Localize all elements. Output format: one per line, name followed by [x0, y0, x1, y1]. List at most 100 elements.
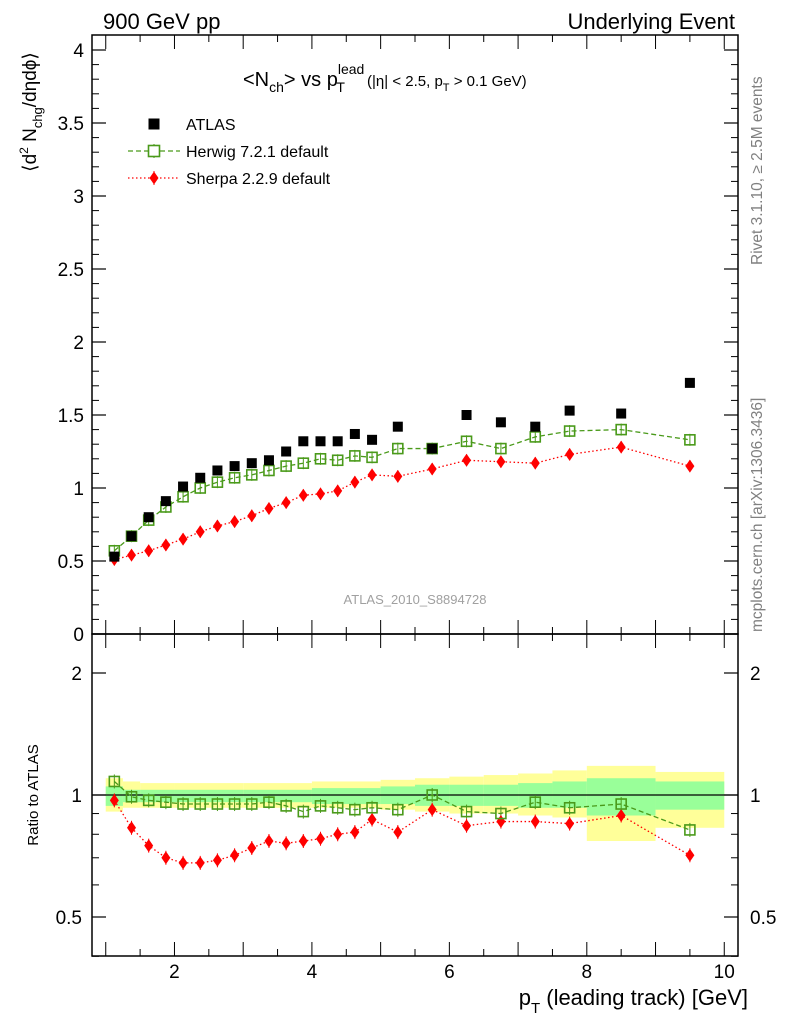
sherpa-ratio-point	[247, 841, 257, 855]
herwig-point	[615, 423, 627, 436]
atlas-point	[281, 446, 292, 457]
atlas-point	[392, 421, 403, 432]
herwig-point	[280, 460, 292, 472]
sherpa-ratio-point	[530, 815, 540, 829]
atlas-point	[530, 421, 541, 432]
herwig-ratio-point	[331, 801, 344, 814]
band-inner	[174, 789, 244, 803]
sherpa-point	[247, 509, 257, 523]
herwig-point	[263, 464, 275, 477]
sherpa-ratio-point	[127, 821, 137, 835]
herwig-ratio-point	[314, 800, 327, 812]
sherpa-point	[367, 468, 377, 482]
y-axis-title: ⟨d2 Nchg/dηdϕ⟩	[17, 52, 45, 172]
sherpa-point	[195, 525, 205, 539]
sherpa-ratio-point	[316, 832, 326, 846]
sherpa-ratio-point	[393, 825, 403, 839]
sherpa-point	[127, 548, 137, 562]
sherpa-ratio-point	[144, 839, 154, 853]
sherpa-point	[393, 469, 403, 483]
sherpa-point	[685, 459, 695, 473]
herwig-ratio-point	[529, 796, 542, 808]
herwig-ratio-point	[615, 798, 627, 810]
sherpa-ratio-point	[685, 848, 695, 862]
sherpa-line	[114, 446, 691, 561]
series-markers	[108, 377, 696, 567]
y-tick-label: 0	[73, 625, 84, 646]
herwig-point	[684, 434, 696, 446]
herwig-ratio-point	[366, 801, 378, 814]
rivet-version-label: Rivet 3.1.10, ≥ 2.5M events	[749, 76, 766, 265]
herwig-ratio-point	[228, 798, 241, 810]
herwig-ratio-point	[108, 775, 121, 788]
sherpa-point	[161, 538, 171, 552]
herwig-point	[495, 442, 507, 455]
sherpa-point	[496, 455, 506, 469]
x-tick-label: 6	[444, 962, 455, 983]
sherpa-point	[144, 544, 154, 558]
legend-marker-atlas	[148, 118, 160, 130]
header-left: 900 GeV pp	[103, 9, 220, 34]
sherpa-ratio-point	[462, 819, 472, 833]
herwig-point	[366, 451, 378, 464]
atlas-point	[684, 377, 695, 388]
herwig-ratio-point	[177, 798, 189, 810]
herwig-ratio-point	[349, 803, 361, 816]
atlas-point	[263, 455, 274, 466]
herwig-ratio-point	[280, 800, 292, 812]
herwig-point	[314, 452, 327, 465]
mcplots-reference-label: mcplots.cern.ch [arXiv:1306.3436]	[749, 398, 766, 632]
sherpa-point	[212, 519, 222, 533]
sherpa-ratio-point	[616, 809, 626, 823]
ratio-axis-title: Ratio to ATLAS	[25, 744, 42, 845]
herwig-ratio-point	[426, 789, 438, 801]
y-tick-label: 1.5	[58, 406, 84, 427]
herwig-point	[563, 425, 576, 437]
sherpa-ratio-point	[230, 848, 240, 862]
herwig-point	[211, 476, 224, 488]
atlas-point	[298, 436, 309, 447]
atlas-point	[246, 458, 257, 469]
atlas-point	[332, 436, 343, 447]
sherpa-ratio-point	[281, 836, 291, 850]
sherpa-ratio-point	[264, 834, 274, 848]
legend-label: ATLAS	[186, 117, 236, 134]
herwig-ratio-point	[211, 798, 224, 810]
sherpa-ratio-point	[427, 803, 437, 817]
sherpa-point	[350, 475, 360, 489]
ratio-tick-label-left: 2	[71, 664, 82, 685]
y-tick-label: 2.5	[58, 260, 84, 281]
sherpa-point	[264, 501, 274, 515]
herwig-point	[460, 435, 473, 448]
atlas-point	[461, 410, 472, 420]
atlas-point	[564, 405, 575, 416]
herwig-ratio-point	[684, 824, 696, 836]
herwig-point	[529, 431, 542, 443]
ratio-tick-label-right: 2	[750, 664, 761, 685]
atlas-point	[195, 472, 206, 483]
herwig-ratio-point	[460, 805, 473, 818]
sherpa-ratio-point	[195, 856, 205, 870]
herwig-point	[194, 482, 207, 494]
herwig-point	[228, 471, 241, 484]
sherpa-point	[427, 462, 437, 476]
x-tick-label: 2	[169, 962, 180, 983]
atlas-point	[349, 428, 360, 439]
y-tick-label: 0.5	[58, 552, 84, 573]
y-tick-label: 3	[73, 187, 84, 208]
herwig-point	[245, 469, 258, 481]
sherpa-point	[316, 487, 326, 501]
y-tick-label: 2	[73, 333, 84, 354]
atlas-point	[427, 443, 438, 454]
herwig-ratio-point	[160, 796, 172, 808]
herwig-ratio-point	[495, 807, 507, 820]
sherpa-ratio-point	[212, 853, 222, 867]
legend: ATLAS Herwig 7.2.1 default Sherpa 2.2.9 de…	[128, 117, 331, 188]
sherpa-ratio-point	[298, 834, 308, 848]
atlas-point	[160, 496, 171, 507]
herwig-point	[392, 442, 404, 455]
atlas-point	[143, 512, 154, 523]
atlas-point	[616, 408, 627, 419]
main-axes: 0 0.5 1 1.5 2 2.5 3 3.5 4	[58, 34, 739, 646]
